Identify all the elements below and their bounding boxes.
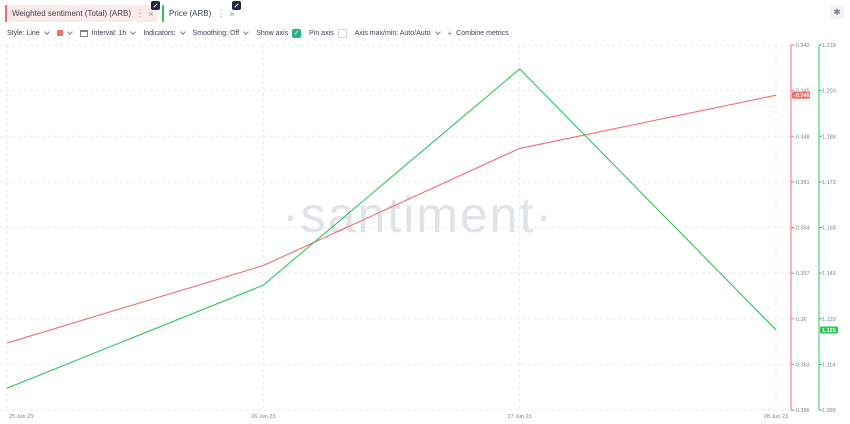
pin-axis-toggle[interactable]: Pin axis xyxy=(309,28,347,38)
last-value-label-price: 1.125 xyxy=(822,328,836,334)
checkbox-checked-icon[interactable]: ✓ xyxy=(292,28,302,38)
link-icon[interactable] xyxy=(151,1,160,10)
show-axis-toggle[interactable]: Show axis ✓ xyxy=(256,28,302,38)
interval-label: Interval: 1h xyxy=(91,29,127,37)
y-tick-label-price: 1.188 xyxy=(822,134,836,140)
metric-tab-price[interactable]: Price (ARB) ⋮ × xyxy=(162,5,238,22)
metric-tab-label: Weighted sentiment (Total) (ARB) xyxy=(12,9,132,18)
y-tick-label-sentiment: -0.351 xyxy=(794,180,810,186)
interval-dropdown[interactable]: Interval: 1h xyxy=(79,29,137,37)
calendar-icon xyxy=(79,29,88,37)
y-tick-label-price: 1.203 xyxy=(822,89,836,95)
y-tick-label-sentiment: -0.348 xyxy=(794,134,810,140)
y-tick-label-price: 1.129 xyxy=(822,317,836,323)
last-value-label-sentiment: -0.345 xyxy=(794,93,810,99)
more-options-icon[interactable]: ⋮ xyxy=(135,8,145,18)
axis-labels: -0.342 -0.345 -0.348 -0.351 -0.354 -0.357 -0.3… xyxy=(9,43,838,420)
style-dropdown[interactable]: Style: Line xyxy=(7,29,50,37)
x-tick-label: 26 Jun 23 xyxy=(251,414,275,420)
axis-minmax-dropdown[interactable]: Axis max/min: Auto/Auto xyxy=(354,29,441,37)
y-tick-label-sentiment: -0.363 xyxy=(794,362,810,368)
y-tick-label-sentiment: -0.366 xyxy=(794,408,810,414)
x-tick-label: 28 Jun 23 xyxy=(764,414,788,420)
plus-icon: + xyxy=(447,28,453,38)
combine-metrics-button[interactable]: + Combine metrics xyxy=(448,29,509,38)
y-tick-label-price: 1.099 xyxy=(822,408,836,414)
indicators-dropdown[interactable]: Indicators: xyxy=(143,29,186,37)
y-tick-label-price: 1.158 xyxy=(822,226,836,232)
style-label: Style: Line xyxy=(7,29,40,37)
show-axis-label: Show axis xyxy=(256,29,289,37)
y-tick-label-price: 1.218 xyxy=(822,43,836,49)
color-picker[interactable] xyxy=(56,29,73,36)
smoothing-label: Smoothing: Off xyxy=(192,29,240,37)
y-tick-label-sentiment: -0.345 xyxy=(794,89,810,95)
series-line-sentiment xyxy=(6,94,777,344)
y-tick-label-price: 1.173 xyxy=(822,180,836,186)
settings-icon: ✱ xyxy=(833,6,841,17)
pin-axis-label: Pin axis xyxy=(309,29,334,37)
y-tick-label-sentiment: -0.342 xyxy=(794,43,810,49)
series-lines xyxy=(6,68,777,389)
settings-button[interactable]: ✱ xyxy=(830,5,844,19)
color-swatch xyxy=(56,30,63,36)
more-options-icon[interactable]: ⋮ xyxy=(216,8,226,18)
last-value-badge-price xyxy=(820,326,838,334)
watermark: ·santiment· xyxy=(282,187,554,243)
series-line-price xyxy=(6,68,777,389)
axis-minmax-label: Axis max/min: Auto/Auto xyxy=(354,29,431,37)
x-tick-label: 27 Jun 23 xyxy=(508,414,532,420)
link-icon[interactable] xyxy=(232,1,241,10)
metric-tab-sentiment[interactable]: Weighted sentiment (Total) (ARB) ⋮ × xyxy=(5,5,157,22)
x-tick-label: 25 Jun 23 xyxy=(9,414,33,420)
y-tick-label-sentiment: -0.36 xyxy=(794,317,807,323)
y-tick-label-price: 1.143 xyxy=(822,271,836,277)
close-icon[interactable]: × xyxy=(148,8,154,19)
checkbox-unchecked-icon[interactable] xyxy=(337,28,347,38)
combine-metrics-label: Combine metrics xyxy=(456,29,509,37)
y-tick-label-price: 1.114 xyxy=(822,362,835,368)
metric-tab-label: Price (ARB) xyxy=(169,9,212,18)
smoothing-dropdown[interactable]: Smoothing: Off xyxy=(192,29,250,37)
last-value-badge-sentiment xyxy=(792,91,810,99)
y-tick-label-sentiment: -0.357 xyxy=(794,271,810,277)
close-icon[interactable]: × xyxy=(229,8,235,19)
axes xyxy=(790,44,822,411)
chart-toolbar: Style: Line Interval: 1h Indicators: Smo… xyxy=(7,27,517,39)
indicators-label: Indicators: xyxy=(143,29,176,37)
y-tick-label-sentiment: -0.354 xyxy=(794,226,810,232)
grid-lines xyxy=(0,44,790,411)
